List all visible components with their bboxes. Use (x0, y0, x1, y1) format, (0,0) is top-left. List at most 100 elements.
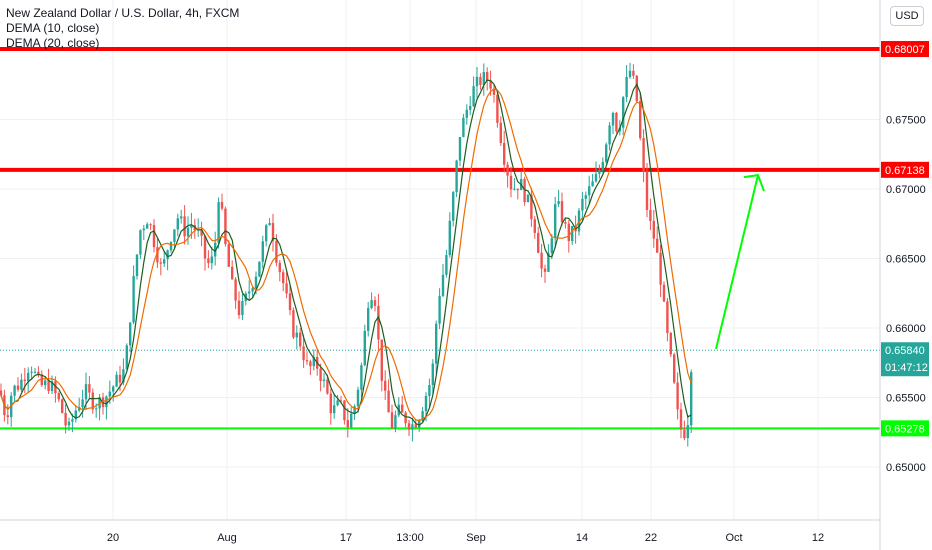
candle-body (322, 379, 326, 382)
candle-body (292, 310, 295, 338)
y-tick-label: 0.65500 (886, 393, 926, 405)
last-price-tag (881, 342, 929, 377)
arrow-shaft (715, 174, 759, 350)
candle-body (265, 225, 268, 242)
indicator-dema-20[interactable]: DEMA (20, close) (6, 36, 100, 50)
candle-body (540, 252, 543, 269)
candle-body (16, 385, 20, 390)
candle-body (605, 144, 608, 162)
candle-body (95, 408, 98, 410)
candle-body (329, 393, 332, 414)
candle-body (200, 229, 203, 236)
candle-body (438, 295, 441, 324)
candle-body (159, 262, 162, 264)
candle-body (591, 181, 594, 187)
level-price-tag (881, 420, 929, 437)
horizontal-levels[interactable] (0, 47, 880, 430)
candle-body (550, 238, 553, 253)
candle-body (384, 380, 387, 391)
candle-body (278, 262, 281, 273)
candle-body (346, 420, 349, 428)
chart-legend: New Zealand Dollar / U.S. Dollar, 4h, FX… (6, 6, 239, 51)
candle-body (669, 332, 672, 355)
candle-body (387, 390, 390, 413)
candle-body (594, 173, 598, 182)
candle-body (530, 194, 533, 220)
candle-body (288, 293, 292, 311)
candle-body (251, 288, 254, 292)
candle-body (465, 109, 468, 118)
candle-body (295, 332, 298, 338)
candle-body (156, 247, 159, 263)
candle-body (326, 379, 329, 394)
candle-body (142, 228, 145, 231)
candle-body (652, 220, 655, 239)
indicator-dema-10[interactable]: DEMA (10, close) (6, 21, 100, 35)
candle-body (54, 381, 57, 394)
candle-body (139, 230, 142, 255)
candle-body (659, 252, 662, 285)
time-axis[interactable]: 20 Aug 17 13:00 Sep 14 22 Oct 12 (0, 519, 880, 544)
candle-body (356, 389, 360, 407)
candle-body (492, 88, 496, 95)
level-price-tag (881, 41, 929, 58)
candle-body (339, 400, 343, 402)
candle-body (441, 274, 445, 296)
candle-body (50, 381, 54, 392)
candle-body (622, 97, 625, 128)
countdown-label: 01:47:12 (885, 362, 928, 374)
candle-body (428, 385, 431, 396)
candle-body (319, 368, 322, 382)
x-tick-label: 17 (340, 532, 352, 544)
candle-body (472, 86, 475, 107)
trend-arrow[interactable] (715, 173, 765, 350)
candle-body (115, 374, 118, 387)
candle-body (0, 390, 3, 396)
candle-body (479, 76, 482, 85)
x-tick-label: Aug (217, 532, 237, 544)
candle-body (64, 412, 67, 426)
candle-body (628, 70, 632, 77)
candle-body (598, 170, 601, 174)
candle-body (282, 272, 285, 284)
candle-body (615, 112, 618, 132)
candle-body (499, 122, 502, 144)
candle-body (203, 235, 207, 259)
candle-body (214, 242, 217, 257)
candle-body (180, 216, 183, 219)
candle-body (108, 391, 111, 397)
candle-body (129, 322, 132, 346)
candle-body (452, 192, 455, 221)
candle-body (462, 117, 465, 138)
candle-body (571, 225, 574, 242)
currency-button[interactable]: USD (890, 6, 924, 26)
candle-body (176, 218, 179, 230)
candle-body (394, 415, 397, 429)
candle-body (132, 276, 135, 323)
candle-body (91, 392, 94, 410)
candle-body (285, 283, 288, 294)
candle-body (234, 279, 237, 301)
candle-body (333, 405, 336, 414)
dema-10-polyline (0, 79, 692, 426)
candle-body (486, 72, 489, 81)
candle-body (299, 332, 302, 347)
candle-body (377, 305, 380, 340)
candle-body (217, 202, 220, 243)
y-tick-label: 0.66500 (886, 254, 926, 266)
x-tick-label: 14 (576, 532, 588, 544)
candle-body (458, 137, 462, 161)
candle-body (547, 252, 550, 272)
candle-body (135, 254, 139, 277)
candle-body (13, 385, 16, 396)
candle-body (506, 164, 509, 176)
candle-body (448, 220, 451, 256)
candle-body (676, 382, 679, 410)
dema-20-line (0, 88, 692, 422)
candle-body (401, 404, 404, 413)
price-axis[interactable]: 0.680000.675000.670000.665000.660000.655… (879, 0, 926, 550)
candle-body (666, 301, 669, 333)
candle-body (625, 76, 628, 98)
candle-body (112, 386, 115, 392)
